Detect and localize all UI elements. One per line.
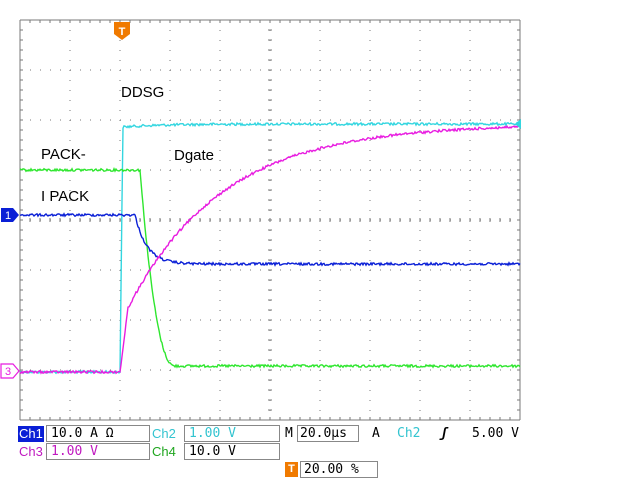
- trigger-level[interactable]: 5.00 V: [472, 426, 519, 441]
- ch3-marker-label: 3: [5, 366, 11, 378]
- label-dgate: Dgate: [174, 147, 215, 164]
- ch1-tag[interactable]: Ch1: [18, 426, 44, 442]
- ch1-marker-label: 1: [5, 210, 11, 222]
- ch3-scale[interactable]: 1.00 V: [46, 443, 150, 460]
- rising-edge-icon[interactable]: ʃ: [440, 426, 448, 441]
- trace-ch4-pack: [19, 167, 521, 369]
- trigger-marker-label: T: [119, 26, 126, 38]
- ch3-ground-marker: 3: [0, 363, 20, 379]
- timebase-value[interactable]: 20.0µs: [297, 425, 359, 442]
- trace-ch3-dgate: [19, 124, 521, 375]
- trigger-source[interactable]: Ch2: [397, 426, 421, 441]
- label-ipack: I PACK: [41, 188, 90, 205]
- label-ddsg: DDSG: [121, 84, 165, 101]
- trigger-mode-prefix: A: [372, 426, 380, 441]
- trace-ch1-ipack: [19, 212, 521, 267]
- ch2-scale[interactable]: 1.00 V: [184, 425, 280, 442]
- ch4-tag[interactable]: Ch4: [152, 444, 176, 459]
- trigger-position-marker: T: [114, 22, 130, 40]
- ch2-level-arrow: [515, 119, 521, 129]
- timebase-prefix: M: [285, 426, 293, 441]
- trigger-position-value[interactable]: 20.00 %: [300, 461, 378, 478]
- graticule-grid: [19, 19, 521, 421]
- ch1-scale[interactable]: 10.0 A Ω: [46, 425, 150, 442]
- ch2-tag[interactable]: Ch2: [152, 426, 176, 441]
- trigger-position-icon: T: [285, 462, 298, 477]
- ch3-tag[interactable]: Ch3: [19, 444, 43, 459]
- label-pack: PACK-: [41, 146, 86, 163]
- ch1-ground-marker: 1: [1, 208, 19, 222]
- ch4-scale[interactable]: 10.0 V: [184, 443, 280, 460]
